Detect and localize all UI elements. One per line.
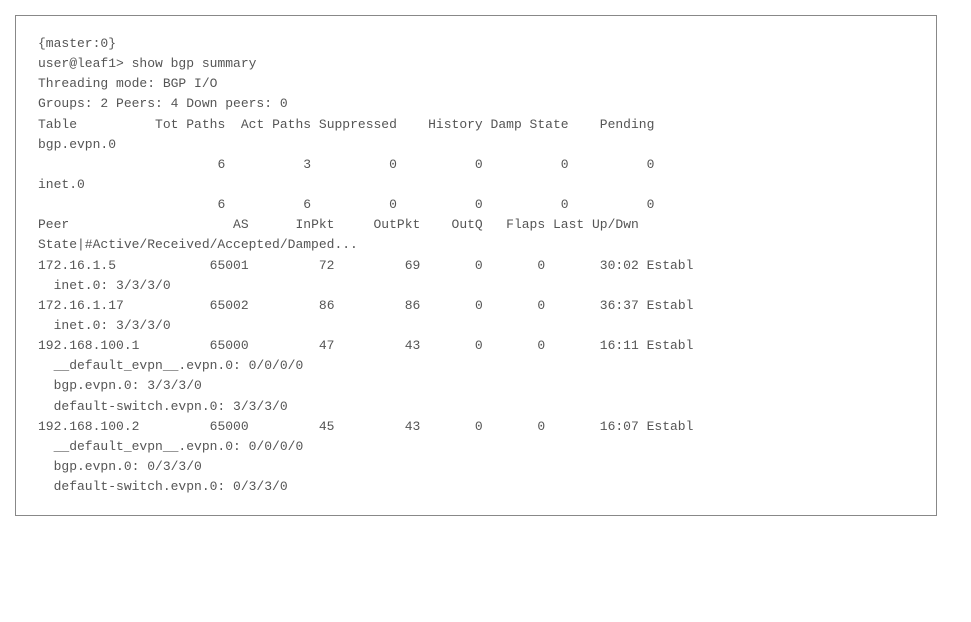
peer-as: 65001 (210, 258, 249, 273)
tbl1-supp: 0 (389, 197, 397, 212)
peer-out: 43 (405, 419, 421, 434)
peer-out: 86 (405, 298, 421, 313)
ph-outpkt: OutPkt (374, 217, 421, 232)
peer-as: 65000 (210, 338, 249, 353)
peer1-sub1: inet.0: 3/3/3/0 (38, 318, 171, 333)
ph-inpkt: InPkt (295, 217, 334, 232)
peer-ud: 30:02 (600, 258, 639, 273)
peer-ud: 16:07 (600, 419, 639, 434)
tbl1-tot: 6 (217, 197, 225, 212)
th-hist: History (428, 117, 483, 132)
ph-last: Last Up/Dwn (553, 217, 639, 232)
peer-q: 0 (475, 338, 483, 353)
th-tot: Tot Paths (155, 117, 225, 132)
peer-ip: 172.16.1.5 (38, 258, 116, 273)
tbl1-pend: 0 (647, 197, 655, 212)
tbl1-damp: 0 (561, 197, 569, 212)
peer2-sub2: bgp.evpn.0: 3/3/3/0 (38, 378, 202, 393)
peer-q: 0 (475, 258, 483, 273)
terminal-pre: {master:0} user@leaf1> show bgp summary … (38, 34, 914, 497)
peer-st: Establ (647, 298, 694, 313)
tbl0-hist: 0 (475, 157, 483, 172)
peer-as: 65002 (210, 298, 249, 313)
tbl1-hist: 0 (475, 197, 483, 212)
ph-stateline: State|#Active/Received/Accepted/Damped..… (38, 237, 358, 252)
peer-f: 0 (537, 419, 545, 434)
th-supp: Suppressed (319, 117, 397, 132)
peer-ud: 16:11 (600, 338, 639, 353)
peer-f: 0 (537, 258, 545, 273)
peer-st: Establ (647, 338, 694, 353)
peer-q: 0 (475, 419, 483, 434)
tbl0-supp: 0 (389, 157, 397, 172)
threading-label: Threading mode: (38, 76, 163, 91)
peer3-sub3: default-switch.evpn.0: 0/3/3/0 (38, 479, 288, 494)
tbl0-damp: 0 (561, 157, 569, 172)
peer-out: 69 (405, 258, 421, 273)
peer-q: 0 (475, 298, 483, 313)
peer-st: Establ (647, 258, 694, 273)
ph-flaps: Flaps (506, 217, 545, 232)
ph-peer: Peer (38, 217, 69, 232)
peer-in: 45 (319, 419, 335, 434)
th-pend: Pending (600, 117, 655, 132)
peer-f: 0 (537, 338, 545, 353)
peer-ip: 192.168.100.1 (38, 338, 139, 353)
peer-ud: 36:37 (600, 298, 639, 313)
ph-as: AS (233, 217, 249, 232)
peer-ip: 192.168.100.2 (38, 419, 139, 434)
tbl0-tot: 6 (217, 157, 225, 172)
peer2-sub3: default-switch.evpn.0: 3/3/3/0 (38, 399, 288, 414)
th-act: Act Paths (241, 117, 311, 132)
peer2-sub1: __default_evpn__.evpn.0: 0/0/0/0 (38, 358, 303, 373)
tbl0-pend: 0 (647, 157, 655, 172)
context-line: {master:0} (38, 36, 116, 51)
threading-value: BGP I/O (163, 76, 218, 91)
peer-out: 43 (405, 338, 421, 353)
command-text: show bgp summary (132, 56, 257, 71)
terminal-output: {master:0} user@leaf1> show bgp summary … (15, 15, 937, 516)
th-damp: Damp State (491, 117, 569, 132)
ph-outq: OutQ (452, 217, 483, 232)
peer-st: Establ (647, 419, 694, 434)
th-table: Table (38, 117, 77, 132)
peer-in: 86 (319, 298, 335, 313)
peer-in: 47 (319, 338, 335, 353)
groups-line: Groups: 2 Peers: 4 Down peers: 0 (38, 96, 288, 111)
tbl1-act: 6 (303, 197, 311, 212)
shell-prompt: user@leaf1> (38, 56, 132, 71)
peer3-sub2: bgp.evpn.0: 0/3/3/0 (38, 459, 202, 474)
peer-in: 72 (319, 258, 335, 273)
peer-ip: 172.16.1.17 (38, 298, 124, 313)
tbl0-act: 3 (303, 157, 311, 172)
table-name: bgp.evpn.0 (38, 137, 116, 152)
peer-as: 65000 (210, 419, 249, 434)
peer0-sub1: inet.0: 3/3/3/0 (38, 278, 171, 293)
table-name: inet.0 (38, 177, 85, 192)
peer3-sub1: __default_evpn__.evpn.0: 0/0/0/0 (38, 439, 303, 454)
peer-f: 0 (537, 298, 545, 313)
